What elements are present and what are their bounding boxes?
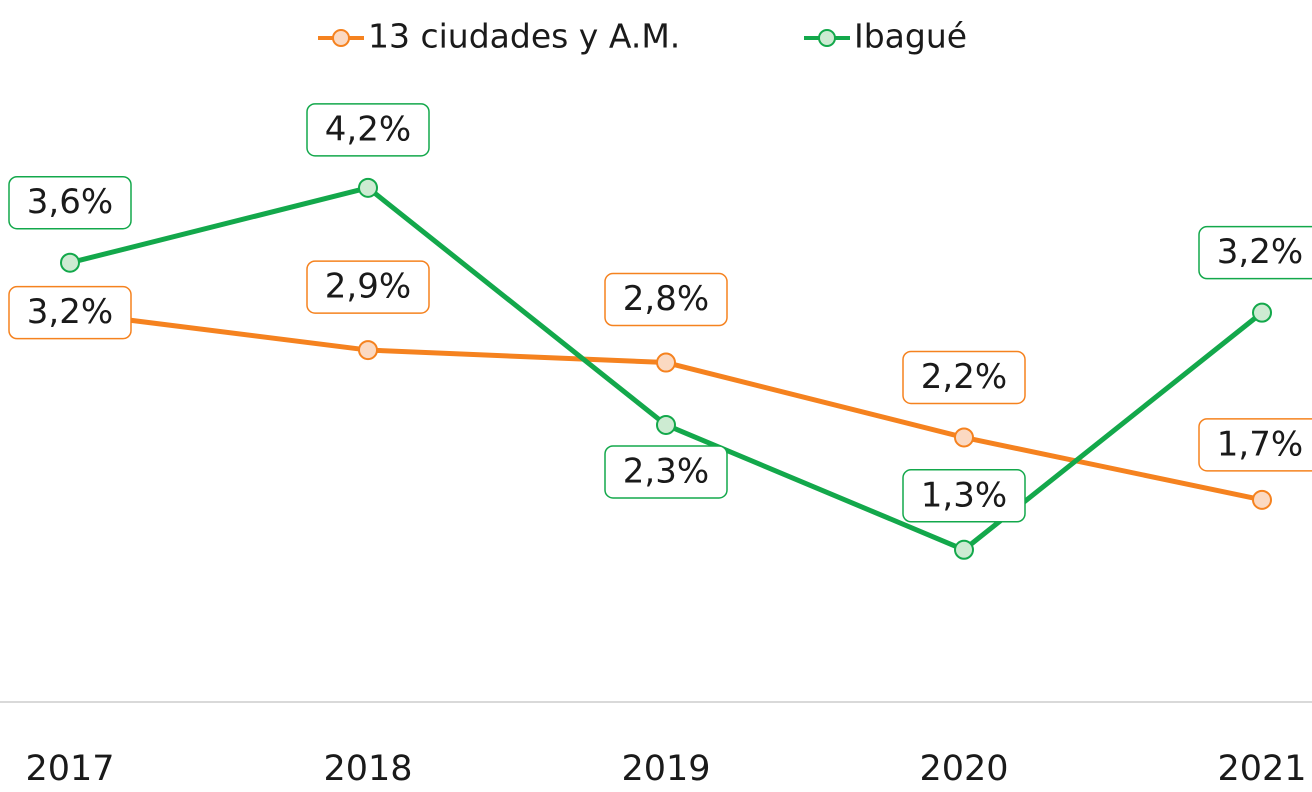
marker — [954, 427, 974, 448]
x-tick-label: 2017 — [25, 749, 114, 789]
data-label-box — [306, 260, 430, 314]
data-label-box — [8, 285, 132, 340]
legend-label: 13 ciudades y A.M. — [368, 17, 680, 56]
data-label: 2,3% — [623, 451, 709, 491]
marker — [656, 414, 676, 435]
x-tick-label: 2021 — [1217, 749, 1306, 789]
data-label-box — [1198, 418, 1312, 472]
data-label-box — [8, 175, 132, 230]
legend-marker — [332, 29, 350, 47]
data-label: 4,2% — [325, 109, 411, 149]
marker — [954, 539, 974, 560]
marker — [1252, 302, 1272, 323]
x-tick-label: 2018 — [323, 749, 412, 789]
legend-label: Ibagué — [854, 17, 967, 56]
data-label-box — [306, 103, 430, 157]
data-label-box — [604, 445, 728, 499]
x-tick-label: 2020 — [919, 749, 1008, 789]
marker — [358, 177, 378, 198]
data-label: 3,2% — [1217, 232, 1303, 272]
data-label: 2,9% — [325, 267, 411, 307]
marker — [1252, 489, 1272, 510]
data-label-box — [1198, 225, 1312, 280]
data-label-box — [902, 469, 1026, 523]
data-label: 2,8% — [623, 279, 709, 319]
data-label-box — [902, 350, 1026, 405]
legend-marker — [818, 29, 836, 47]
marker — [656, 352, 676, 373]
data-label: 3,2% — [27, 292, 113, 332]
data-label: 1,3% — [921, 475, 1007, 515]
data-label: 3,6% — [27, 182, 113, 222]
marker — [358, 340, 378, 361]
x-tick-label: 2019 — [621, 749, 710, 789]
data-label-box — [604, 272, 728, 327]
data-label: 1,7% — [1217, 424, 1303, 464]
marker — [60, 252, 80, 273]
data-label: 2,2% — [921, 357, 1007, 397]
